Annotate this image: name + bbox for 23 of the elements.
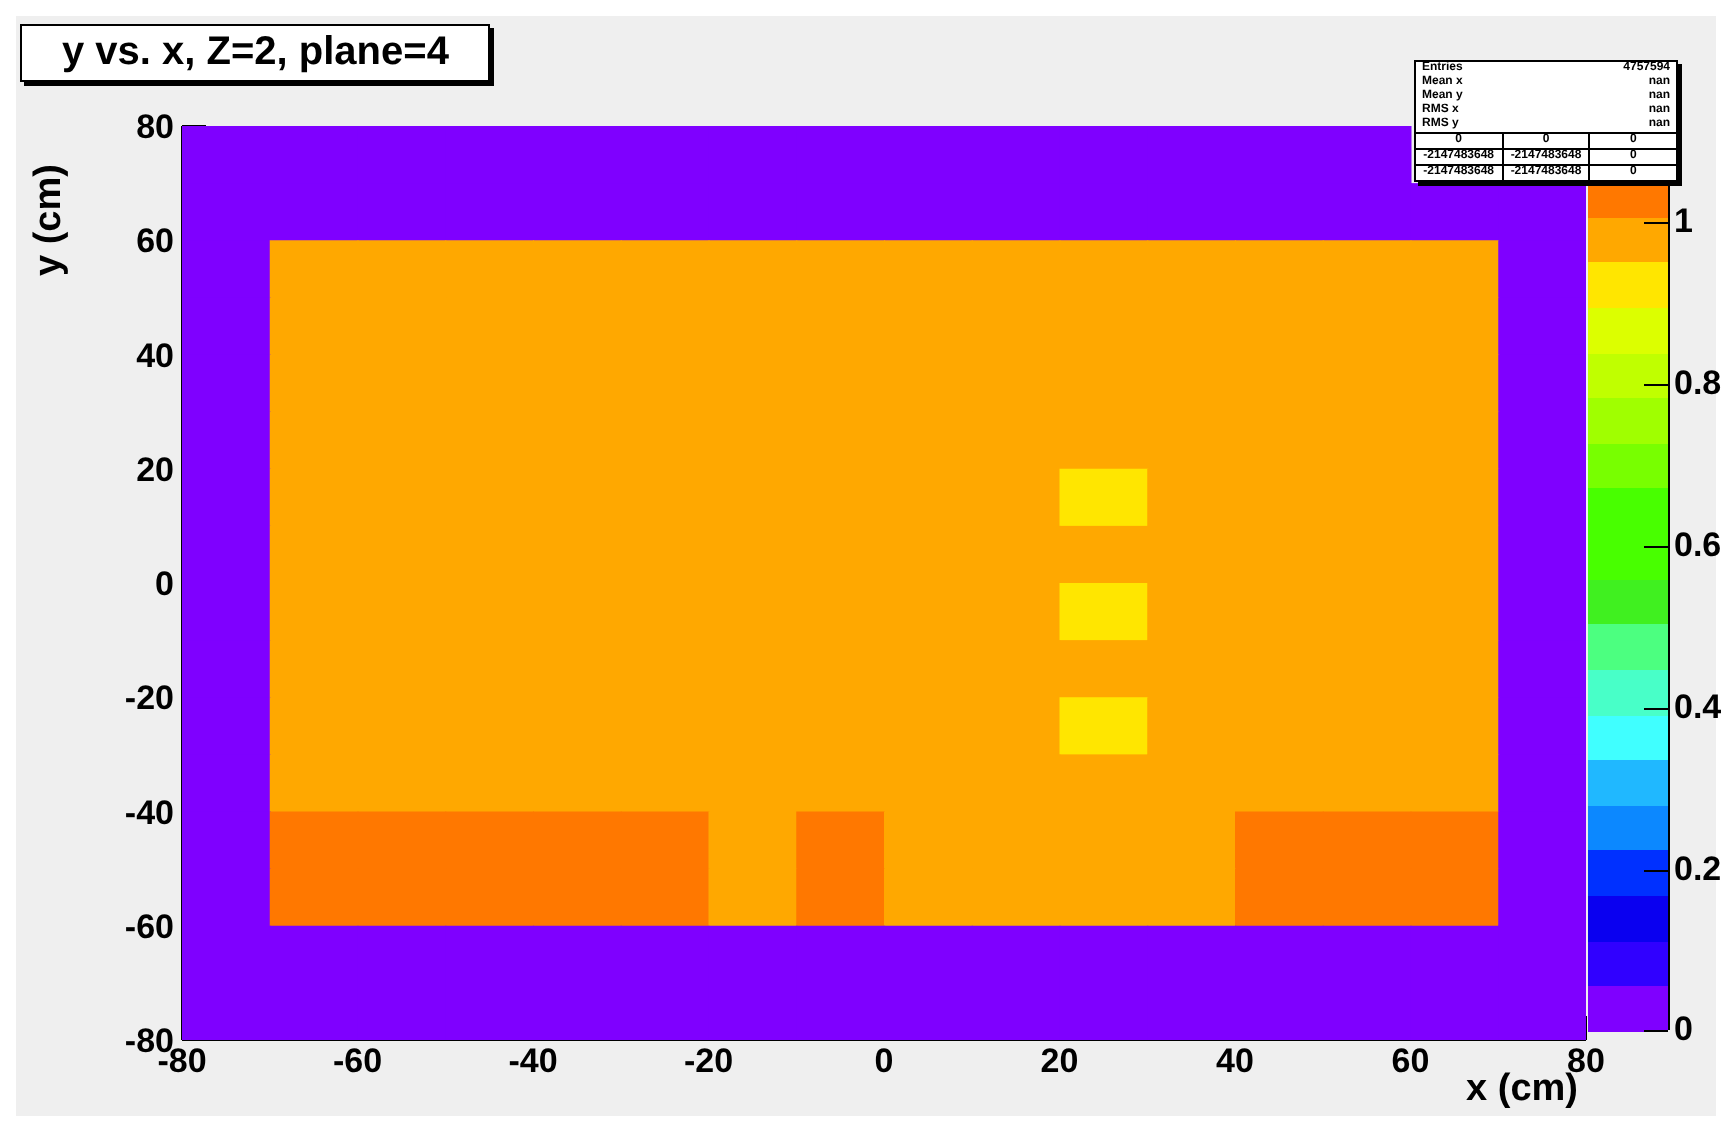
color-bar-label: 0.4: [1674, 687, 1722, 728]
x-tick-label: 20: [1040, 1042, 1079, 1081]
x-tick-label: -60: [332, 1042, 383, 1081]
y-tick-label: -20: [124, 679, 174, 718]
x-tick-label: -40: [508, 1042, 558, 1081]
y-axis-title: y (cm): [28, 164, 72, 276]
y-tick-label: -40: [124, 793, 174, 832]
chart-title: y vs. x, Z=2, plane=4: [20, 24, 491, 82]
color-bar-label: 0.8: [1674, 364, 1722, 405]
x-tick-label: -20: [683, 1042, 734, 1081]
y-tick-label: -60: [124, 907, 174, 946]
x-tick-label: 60: [1391, 1042, 1430, 1081]
y-tick-label: 80: [136, 108, 174, 147]
x-tick-label: 40: [1216, 1042, 1254, 1081]
color-bar-label: 0.2: [1674, 849, 1722, 890]
color-bar-label: 0: [1674, 1010, 1693, 1051]
y-tick-label: 40: [136, 336, 174, 375]
y-tick-label: 20: [136, 450, 174, 489]
color-bar-label: 1: [1674, 202, 1693, 243]
color-bar-label: 0.6: [1674, 526, 1722, 567]
x-tick-label: 0: [874, 1042, 894, 1081]
y-tick-label: 0: [155, 565, 174, 604]
y-tick-label: 60: [136, 222, 174, 261]
